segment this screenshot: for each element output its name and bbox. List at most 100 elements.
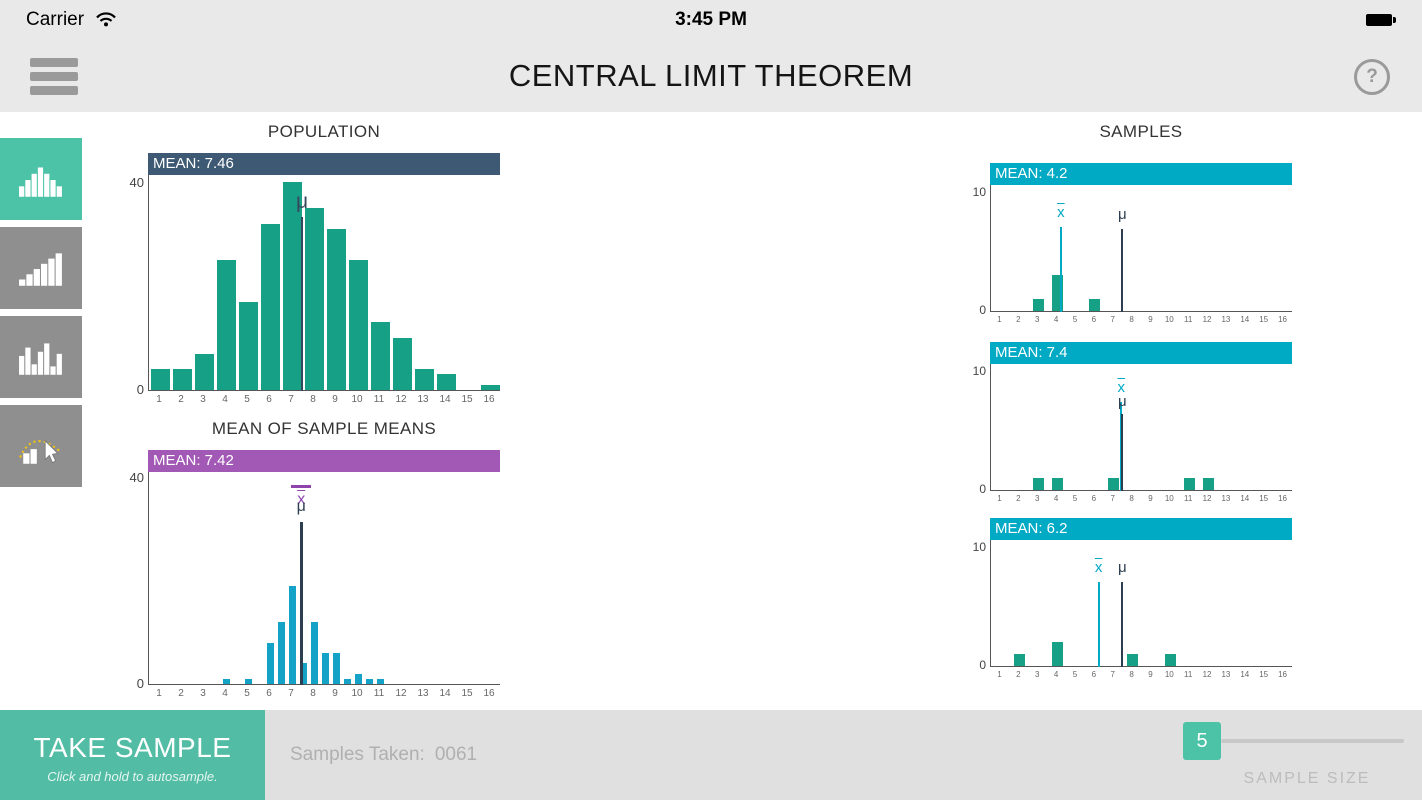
population-plot-area: 40 0 μ: [130, 175, 500, 397]
bell-histogram-icon: [19, 167, 62, 197]
histogram-bar: [1051, 642, 1063, 666]
histogram-bar: [436, 374, 456, 390]
histogram-bar: [354, 673, 362, 684]
x-axis-tick: 13: [1221, 494, 1231, 503]
x-axis-tick: 16: [483, 688, 495, 699]
mu-marker-line: [1121, 582, 1124, 667]
sidebar-normal-distribution-button[interactable]: [0, 138, 82, 220]
x-axis-tick: 11: [1184, 494, 1193, 503]
random-histogram-icon: [19, 343, 62, 375]
population-mean-banner: MEAN: 7.46: [148, 153, 500, 175]
x-axis-tick: 5: [244, 394, 250, 405]
x-axis-tick: 13: [1221, 315, 1231, 324]
x-axis-tick: 4: [222, 394, 228, 405]
sample-size-slider-track[interactable]: [1221, 739, 1404, 743]
sample2-mean-banner: MEAN: 7.4: [990, 342, 1292, 364]
x-axis-tick: 7: [1110, 315, 1115, 324]
x-axis-tick: 9: [332, 394, 338, 405]
take-sample-button[interactable]: TAKE SAMPLE Click and hold to autosample…: [0, 710, 265, 800]
mu-marker-line: [1121, 229, 1124, 312]
histogram-bar: [266, 642, 274, 684]
x-axis-tick: 13: [417, 394, 429, 405]
histogram-bar: [332, 652, 340, 684]
x-axis-tick: 8: [1129, 494, 1134, 503]
take-sample-sublabel: Click and hold to autosample.: [47, 769, 218, 784]
histogram-bar: [1108, 478, 1120, 490]
histogram-bar: [414, 369, 434, 390]
means-plot-area: 40 0 x μ: [130, 470, 500, 691]
hamburger-line: [30, 71, 78, 81]
hamburger-line: [30, 85, 78, 95]
y-axis-min-label: 0: [979, 658, 986, 672]
histogram-bar: [260, 223, 280, 390]
histogram-bar: [1013, 654, 1025, 666]
sidebar-random-distribution-button[interactable]: [0, 316, 82, 398]
x-axis-tick: 10: [351, 688, 363, 699]
y-axis-max-label: 10: [972, 185, 986, 199]
xbar-marker-label: x: [297, 491, 306, 508]
sample1-plot-area: 10 0 x μ: [973, 185, 1292, 317]
x-axis-tick: 9: [1148, 494, 1153, 503]
x-axis-tick: 7: [1110, 494, 1115, 503]
x-axis-tick: 14: [1240, 670, 1250, 679]
histogram-bar: [222, 678, 230, 684]
x-axis-tick: 10: [1164, 315, 1174, 324]
means-x-axis: 1 2 3 4 5 6 7 8 9 10 11 12 13 14 15 16: [148, 688, 500, 702]
histogram-bar: [326, 228, 346, 390]
x-axis-tick: 1: [997, 670, 1002, 679]
help-button[interactable]: ?: [1354, 59, 1390, 95]
x-axis-tick: 11: [1184, 670, 1193, 679]
sidebar-custom-distribution-button[interactable]: [0, 405, 82, 487]
x-axis-tick: 16: [483, 394, 495, 405]
x-axis-tick: 13: [1221, 670, 1231, 679]
histogram-bar: [288, 585, 296, 684]
histogram-bar: [365, 678, 373, 684]
histogram-bar: [150, 369, 170, 390]
hamburger-menu-button[interactable]: [30, 56, 78, 96]
samples-taken: Samples Taken: 0061: [290, 744, 477, 766]
x-axis-tick: 15: [461, 688, 473, 699]
take-sample-label: TAKE SAMPLE: [33, 732, 232, 763]
histogram-bar: [304, 208, 324, 390]
histogram-bar: [480, 384, 500, 390]
histogram-bar: [1051, 275, 1063, 311]
sample3-x-axis: 1 2 3 4 5 6 7 8 9 10 11 12 13 14 15 16: [990, 670, 1292, 684]
histogram-bar: [376, 678, 384, 684]
sample-size-slider-handle[interactable]: 5: [1183, 722, 1221, 760]
x-axis-tick: 2: [1016, 315, 1021, 324]
x-axis-tick: 3: [200, 688, 206, 699]
x-axis-tick: 1: [997, 315, 1002, 324]
x-axis-tick: 8: [1129, 315, 1134, 324]
histogram-bar: [321, 652, 329, 684]
xbar-marker-line: [1097, 582, 1100, 667]
xbar-marker-cap: [291, 485, 312, 488]
x-axis-tick: 16: [1278, 494, 1288, 503]
ascending-histogram-icon: [19, 253, 62, 286]
y-axis-max-label: 40: [129, 470, 144, 485]
x-axis-tick: 14: [439, 394, 451, 405]
mu-marker-label: μ: [296, 498, 306, 515]
sample1-x-axis: 1 2 3 4 5 6 7 8 9 10 11 12 13 14 15 16: [990, 315, 1292, 329]
x-axis-tick: 12: [1202, 494, 1212, 503]
x-axis-tick: 1: [156, 394, 162, 405]
histogram-bar: [310, 621, 318, 684]
x-axis-tick: 6: [266, 688, 272, 699]
app-header: CENTRAL LIMIT THEOREM ?: [0, 40, 1422, 112]
histogram-bar: [1051, 478, 1063, 490]
sidebar-ascending-distribution-button[interactable]: [0, 227, 82, 309]
histogram-bar: [370, 322, 390, 390]
wifi-icon: [95, 11, 117, 32]
xbar-marker-label: x: [1094, 559, 1103, 576]
x-axis-tick: 14: [439, 688, 451, 699]
draw-custom-distribution-icon: [19, 439, 61, 464]
x-axis-tick: 12: [395, 688, 407, 699]
x-axis-tick: 9: [1148, 670, 1153, 679]
histogram-bar: [194, 353, 214, 390]
x-axis-tick: 15: [1259, 315, 1269, 324]
x-axis-tick: 12: [1202, 670, 1212, 679]
x-axis-tick: 2: [1016, 670, 1021, 679]
x-axis-tick: 2: [178, 394, 184, 405]
x-axis-tick: 8: [1129, 670, 1134, 679]
histogram-bar: [1183, 478, 1195, 490]
x-axis-tick: 13: [417, 688, 429, 699]
